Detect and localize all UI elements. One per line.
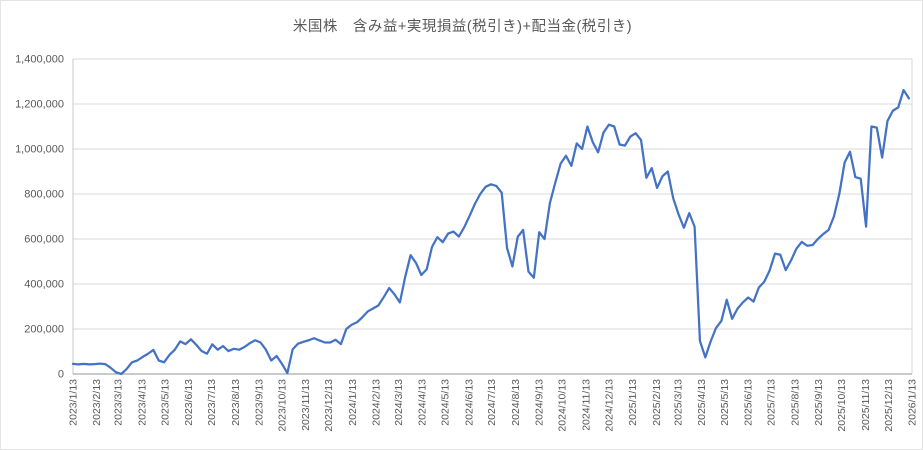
chart-title: 米国株 含み益+実現損益(税引き)+配当金(税引き) — [292, 19, 633, 35]
x-tick-label: 2023/5/13 — [159, 379, 171, 426]
x-tick-label: 2025/9/13 — [813, 379, 825, 426]
x-tick-label: 2025/6/13 — [743, 379, 755, 426]
x-tick-label: 2023/2/13 — [91, 379, 103, 426]
x-tick-label: 2023/8/13 — [230, 379, 242, 426]
x-tick-label: 2025/7/13 — [766, 379, 778, 426]
x-tick-label: 2023/6/13 — [183, 379, 195, 426]
x-tick-label: 2023/10/13 — [276, 379, 288, 432]
y-tick-label: 600,000 — [24, 234, 64, 246]
x-tick-label: 2023/4/13 — [136, 379, 148, 426]
y-tick-label: 400,000 — [24, 279, 64, 291]
y-tick-label: 1,400,000 — [15, 54, 64, 66]
series-line — [71, 88, 911, 376]
x-tick-label: 2025/12/13 — [883, 379, 895, 432]
y-tick-label: 1,000,000 — [15, 144, 64, 156]
x-tick-label: 2025/3/13 — [672, 379, 684, 426]
x-tick-label: 2024/7/13 — [486, 379, 498, 426]
x-tick-label: 2024/4/13 — [417, 379, 429, 426]
x-tick-label: 2023/7/13 — [206, 379, 218, 426]
x-tick-label: 2024/9/13 — [534, 379, 546, 426]
y-tick-label: 800,000 — [24, 189, 64, 201]
x-tick-label: 2025/10/13 — [836, 379, 848, 432]
x-tick-label: 2025/11/13 — [860, 379, 872, 431]
x-tick-label: 2025/4/13 — [696, 379, 708, 426]
x-tick-label: 2025/8/13 — [789, 379, 801, 426]
x-tick-label: 2024/5/13 — [440, 379, 452, 426]
x-tick-label: 2023/11/13 — [300, 379, 312, 431]
x-tick-label: 2024/2/13 — [371, 379, 383, 426]
x-tick-label: 2024/12/13 — [603, 379, 615, 432]
x-tick-label: 2023/12/13 — [323, 379, 335, 432]
x-tick-label: 2024/10/13 — [557, 379, 569, 432]
x-tick-label: 2024/3/13 — [393, 379, 405, 426]
y-tick-label: 0 — [58, 369, 64, 381]
x-tick-label: 2026/1/13 — [907, 379, 919, 426]
x-tick-label: 2023/1/13 — [68, 379, 80, 426]
x-tick-label: 2024/8/13 — [510, 379, 522, 426]
y-tick-label: 200,000 — [24, 324, 64, 336]
x-tick-label: 2024/1/13 — [347, 379, 359, 426]
x-tick-label: 2025/2/13 — [651, 379, 663, 426]
x-tick-label: 2024/11/13 — [580, 379, 592, 431]
y-tick-label: 1,200,000 — [15, 99, 64, 111]
x-tick-label: 2025/5/13 — [719, 379, 731, 426]
x-tick-label: 2025/1/13 — [627, 379, 639, 426]
x-tick-label: 2023/9/13 — [254, 379, 266, 426]
x-tick-label: 2024/6/13 — [463, 379, 475, 426]
x-tick-label: 2023/3/13 — [113, 379, 125, 426]
